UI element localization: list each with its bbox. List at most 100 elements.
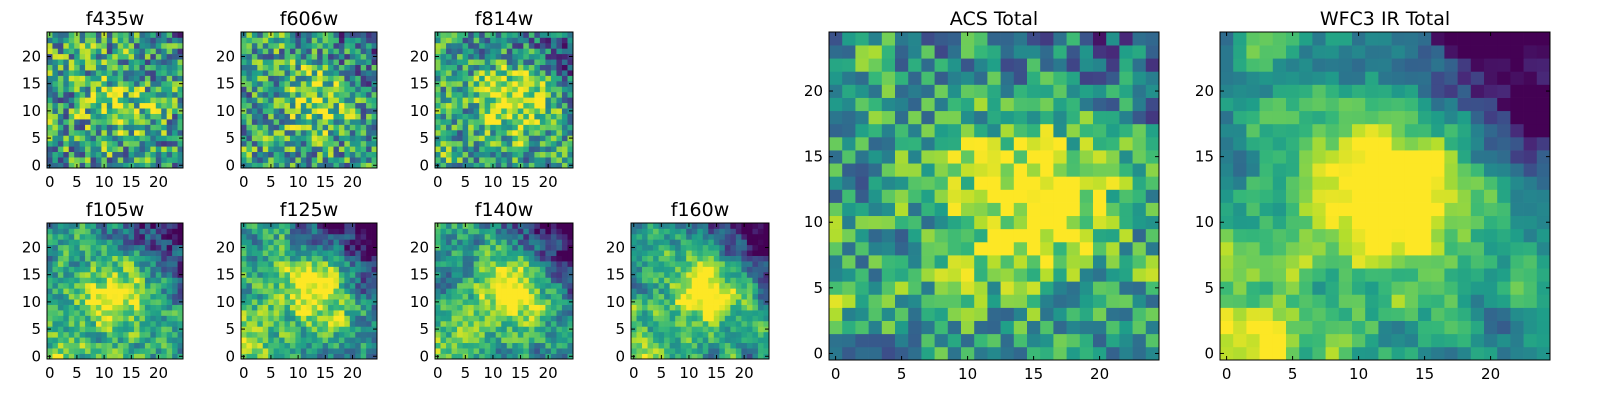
heatmap-cell	[653, 326, 659, 333]
heatmap-cell	[74, 59, 80, 65]
heatmap-cell	[473, 255, 480, 262]
heatmap-cell	[757, 282, 764, 289]
heatmap-cell	[556, 70, 563, 76]
heatmap-cell	[85, 42, 91, 49]
heatmap-cell	[484, 223, 491, 229]
heatmap-cell	[961, 268, 975, 282]
heatmap-cell	[479, 64, 486, 71]
heatmap-cell	[1106, 163, 1120, 177]
heatmap-cell	[642, 331, 648, 338]
heatmap-cell	[506, 228, 513, 235]
heatmap-cell	[306, 299, 313, 305]
heatmap-cell	[501, 266, 508, 273]
heatmap-cell	[246, 337, 253, 344]
heatmap-cell	[512, 32, 519, 38]
heatmap-cell	[68, 261, 75, 267]
heatmap-cell	[724, 261, 731, 267]
heatmap-cell	[484, 228, 491, 235]
heatmap-cell	[251, 315, 258, 322]
heatmap-cell	[251, 151, 258, 158]
heatmap-cell	[468, 37, 474, 44]
heatmap-cell	[57, 266, 64, 273]
heatmap-cell	[495, 48, 502, 55]
heatmap-cell	[724, 293, 731, 300]
heatmap-cell	[300, 304, 307, 311]
heatmap-cell	[752, 348, 759, 354]
heatmap-cell	[338, 255, 345, 262]
heatmap-cell	[257, 151, 264, 158]
heatmap-cell	[333, 53, 340, 60]
heatmap-cell	[333, 59, 340, 65]
heatmap-cell	[360, 304, 367, 311]
heatmap-cell	[52, 97, 59, 104]
heatmap-cell	[523, 64, 530, 71]
heatmap-cell	[295, 91, 302, 98]
heatmap-cell	[506, 151, 513, 158]
heatmap-cell	[90, 255, 97, 262]
heatmap-cell	[95, 108, 102, 114]
heatmap-cell	[545, 348, 552, 354]
heatmap-cell	[947, 176, 962, 190]
heatmap-cell	[74, 310, 80, 316]
heatmap-cell	[360, 244, 367, 251]
plot-frame	[630, 222, 770, 360]
heatmap-cell	[85, 261, 91, 267]
heatmap-cell	[495, 146, 502, 153]
heatmap-cell	[106, 37, 113, 44]
heatmap-cell	[85, 32, 91, 38]
heatmap-cell	[561, 310, 568, 316]
heatmap-cell	[567, 37, 574, 44]
heatmap-cell	[139, 255, 146, 262]
heatmap-cell	[680, 271, 687, 278]
heatmap-cell	[317, 119, 323, 125]
heatmap-cell	[117, 348, 124, 354]
heatmap-cell	[123, 135, 129, 142]
heatmap-cell	[462, 331, 469, 338]
heatmap-cell	[128, 151, 135, 158]
heatmap-cell	[101, 53, 108, 60]
heatmap-cell	[273, 32, 280, 38]
heatmap-cell	[155, 124, 162, 131]
heatmap-cell	[631, 239, 637, 246]
heatmap-cell	[473, 113, 480, 120]
heatmap-cell	[719, 326, 726, 333]
heatmap-cell	[446, 293, 452, 300]
heatmap-cell	[150, 239, 157, 246]
heatmap-cell	[484, 75, 491, 82]
heatmap-cell	[484, 146, 491, 153]
heatmap-cell	[567, 293, 574, 300]
heatmap-cell	[52, 266, 59, 273]
heatmap-cell	[317, 304, 323, 311]
heatmap-cell	[90, 310, 97, 316]
heatmap-cell	[506, 86, 513, 93]
heatmap-cell	[702, 250, 709, 256]
heatmap-cell	[306, 151, 313, 158]
heatmap-cell	[47, 70, 53, 76]
heatmap-cell	[172, 53, 178, 60]
heatmap-cell	[295, 244, 302, 251]
heatmap-cell	[123, 129, 129, 136]
heatmap-cell	[101, 271, 108, 278]
heatmap-cell	[117, 97, 124, 104]
heatmap-cell	[47, 282, 53, 289]
heatmap-cell	[446, 337, 452, 344]
heatmap-cell	[90, 348, 97, 354]
heatmap-cell	[79, 140, 86, 147]
heatmap-cell	[371, 228, 378, 235]
heatmap-cell	[268, 146, 274, 153]
heatmap-cell	[669, 304, 676, 311]
heatmap-cell	[440, 32, 447, 38]
heatmap-cell	[457, 288, 463, 295]
heatmap-cell	[752, 320, 759, 327]
heatmap-cell	[457, 146, 463, 153]
heatmap-cell	[161, 293, 168, 300]
heatmap-cell	[719, 331, 726, 338]
heatmap-cell	[322, 331, 329, 338]
heatmap-cell	[322, 75, 329, 82]
heatmap-cell	[517, 59, 524, 65]
heatmap-cell	[112, 75, 119, 82]
heatmap-cell	[741, 320, 748, 327]
heatmap-cell	[501, 342, 508, 349]
heatmap-cell	[567, 250, 574, 256]
heatmap-cell	[446, 70, 452, 76]
